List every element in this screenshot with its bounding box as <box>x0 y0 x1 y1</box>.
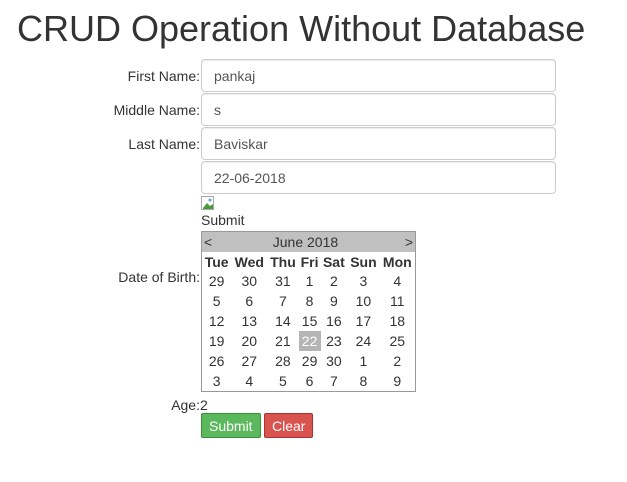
calendar-week: 26 27 28 29 30 1 2 <box>202 351 416 371</box>
calendar-day[interactable]: 7 <box>329 373 338 389</box>
calendar-day[interactable]: 7 <box>279 293 287 309</box>
calendar-day[interactable]: 4 <box>245 373 254 389</box>
prev-month-button[interactable]: < <box>201 231 232 252</box>
calendar-day[interactable]: 27 <box>241 353 258 369</box>
calendar-day[interactable]: 29 <box>301 353 318 369</box>
calendar: < June 2018 > Tue Wed Thu Fri Sat Sun Mon 29 30… <box>201 231 416 392</box>
age-label: Age: 2 <box>171 397 208 413</box>
calendar-day[interactable]: 19 <box>208 333 225 349</box>
calendar-day[interactable]: 28 <box>275 353 291 369</box>
calendar-day[interactable]: 3 <box>359 273 368 289</box>
calendar-day[interactable]: 30 <box>326 353 342 369</box>
calendar-day[interactable]: 24 <box>355 333 372 349</box>
calendar-day[interactable]: 18 <box>389 313 406 329</box>
calendar-day[interactable]: 16 <box>326 313 342 329</box>
weekday-header: Fri <box>300 253 319 270</box>
calendar-day[interactable]: 2 <box>393 353 402 369</box>
calendar-month: June 2018 <box>231 231 380 252</box>
broken-image-icon[interactable] <box>201 196 217 210</box>
dob-input[interactable] <box>201 161 556 194</box>
calendar-week: 12 13 14 15 16 17 18 <box>202 311 416 331</box>
calendar-day[interactable]: 11 <box>390 293 405 309</box>
calendar-day[interactable]: 1 <box>359 353 368 369</box>
weekday-header: Sat <box>322 253 345 270</box>
calendar-day[interactable]: 2 <box>329 273 338 289</box>
first-name-label: First Name: <box>127 68 200 84</box>
calendar-day[interactable]: 3 <box>212 373 221 389</box>
calendar-day[interactable]: 26 <box>208 353 225 369</box>
middle-name-input[interactable] <box>201 93 556 126</box>
calendar-week: 19 20 21 22 23 24 25 <box>202 331 416 351</box>
calendar-day[interactable]: 17 <box>355 313 372 329</box>
calendar-day[interactable]: 9 <box>329 293 338 309</box>
age-label-text: Age: <box>171 397 200 413</box>
calendar-day[interactable]: 4 <box>393 273 402 289</box>
calendar-day[interactable]: 20 <box>241 333 258 349</box>
weekday-header: Mon <box>382 253 412 270</box>
calendar-day[interactable]: 8 <box>305 293 314 309</box>
calendar-week: 5 6 7 8 9 10 11 <box>202 291 416 311</box>
calendar-day[interactable]: 1 <box>305 273 314 289</box>
weekday-header: Sun <box>350 253 377 270</box>
calendar-day[interactable]: 23 <box>326 333 342 349</box>
calendar-day[interactable]: 12 <box>208 313 225 329</box>
page-title: CRUD Operation Without Database <box>17 8 586 49</box>
last-name-input[interactable] <box>201 127 556 160</box>
calendar-day[interactable]: 30 <box>241 273 258 289</box>
calendar-week: 29 30 31 1 2 3 4 <box>202 271 416 291</box>
calendar-day[interactable]: 9 <box>393 373 402 389</box>
next-month-button[interactable]: > <box>379 231 416 252</box>
clear-button[interactable]: Clear <box>264 413 314 438</box>
calendar-day[interactable]: 10 <box>355 293 372 309</box>
calendar-day[interactable]: 5 <box>279 373 287 389</box>
calendar-day[interactable]: 31 <box>275 273 291 289</box>
calendar-day[interactable]: 29 <box>208 273 225 289</box>
calendar-day[interactable]: 14 <box>275 313 291 329</box>
calendar-day[interactable]: 25 <box>389 333 406 349</box>
submit-button[interactable]: Submit <box>201 413 261 438</box>
calendar-day[interactable]: 5 <box>212 293 221 309</box>
first-name-input[interactable] <box>201 59 556 92</box>
last-name-label: Last Name: <box>128 136 200 152</box>
calendar-day-selected[interactable]: 22 <box>298 331 321 351</box>
calendar-image-alt[interactable]: Submit <box>201 212 245 228</box>
weekday-header: Wed <box>234 253 264 270</box>
calendar-day[interactable]: 8 <box>359 373 368 389</box>
calendar-day[interactable]: 6 <box>305 373 314 389</box>
calendar-day[interactable]: 15 <box>301 313 318 329</box>
calendar-day[interactable]: 13 <box>241 313 258 329</box>
weekday-header: Tue <box>204 253 229 270</box>
dob-label: Date of Birth: <box>118 269 200 285</box>
middle-name-label: Middle Name: <box>113 102 200 118</box>
weekday-header: Thu <box>270 253 296 270</box>
calendar-day[interactable]: 6 <box>245 293 254 309</box>
age-value: 2 <box>200 397 208 413</box>
calendar-day[interactable]: 21 <box>275 333 291 349</box>
